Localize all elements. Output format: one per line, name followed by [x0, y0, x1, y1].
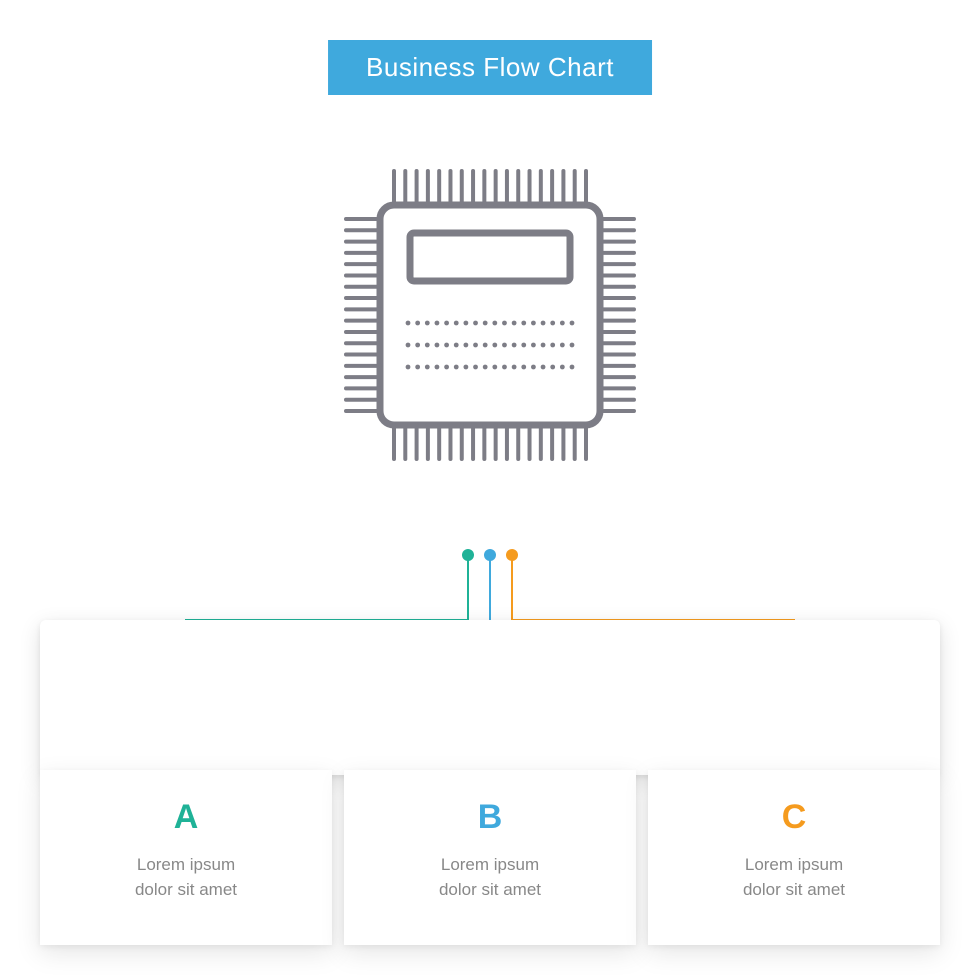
- card-a-letter: A: [40, 798, 332, 837]
- card-b-text: Lorem ipsumdolor sit amet: [344, 853, 636, 902]
- tray-panel: [40, 620, 940, 775]
- card-a-text: Lorem ipsumdolor sit amet: [40, 853, 332, 902]
- card-a: A Lorem ipsumdolor sit amet: [40, 770, 332, 945]
- page-title: Business Flow Chart: [366, 52, 614, 82]
- card-c-text: Lorem ipsumdolor sit amet: [648, 853, 940, 902]
- card-c-letter: C: [648, 798, 940, 837]
- title-bar: Business Flow Chart: [328, 40, 652, 95]
- card-b: B Lorem ipsumdolor sit amet: [344, 770, 636, 945]
- chip-icon: [320, 145, 660, 485]
- card-b-letter: B: [344, 798, 636, 837]
- card-c: C Lorem ipsumdolor sit amet: [648, 770, 940, 945]
- card-row: A Lorem ipsumdolor sit amet B Lorem ipsu…: [40, 770, 940, 945]
